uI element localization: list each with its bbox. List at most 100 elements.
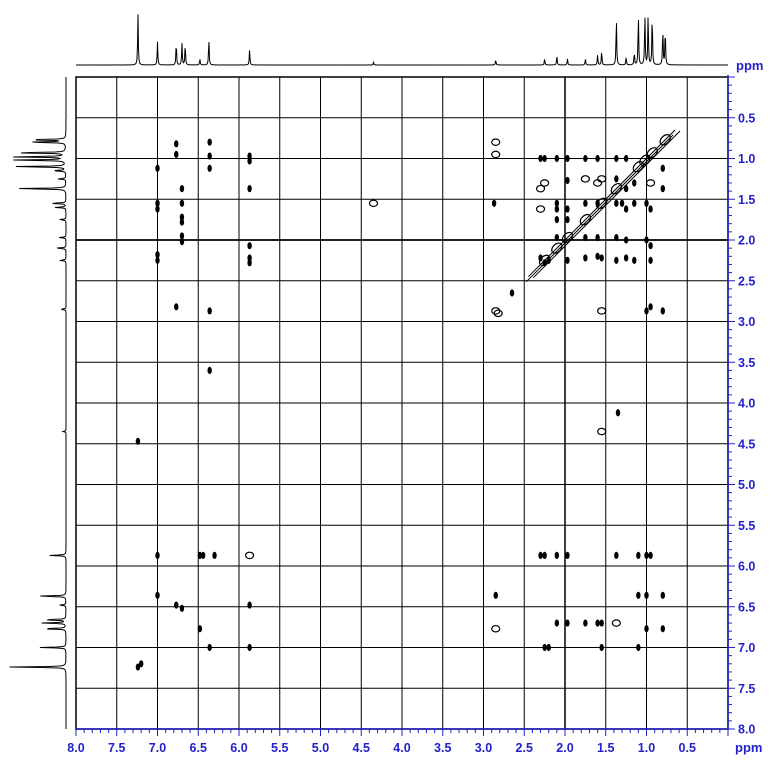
cross-peak bbox=[155, 551, 160, 560]
x-tick-label: 3.5 bbox=[434, 741, 451, 755]
cross-peak bbox=[179, 604, 185, 612]
cross-peak bbox=[597, 307, 607, 315]
cross-peak bbox=[509, 289, 515, 297]
cross-peak bbox=[155, 199, 160, 207]
cross-peak bbox=[174, 150, 179, 159]
cross-peak bbox=[179, 199, 185, 207]
cross-peak bbox=[207, 164, 212, 172]
top-projection-trace bbox=[76, 14, 729, 66]
y-tick-label: 0.5 bbox=[738, 111, 755, 125]
diagonal-peak bbox=[551, 242, 563, 254]
y-tick-label: 7.0 bbox=[738, 641, 755, 655]
x-tick-label: 2.0 bbox=[556, 741, 573, 755]
cross-peak bbox=[247, 185, 252, 193]
cross-peak bbox=[597, 427, 607, 436]
cross-peak bbox=[597, 175, 607, 183]
cross-peak bbox=[554, 233, 560, 242]
cross-peak bbox=[491, 150, 501, 159]
cross-peak bbox=[580, 175, 590, 183]
cross-peak bbox=[247, 643, 252, 652]
cross-peak bbox=[644, 591, 649, 599]
cross-peak bbox=[155, 591, 160, 599]
x-tick-label: 6.0 bbox=[230, 741, 247, 755]
cross-peak bbox=[583, 254, 588, 262]
cross-peak bbox=[623, 185, 629, 193]
cross-peak bbox=[174, 140, 179, 148]
cross-peak bbox=[535, 205, 546, 213]
cross-peak bbox=[155, 256, 160, 264]
cross-peak bbox=[595, 154, 600, 163]
left-projection-trace bbox=[9, 77, 67, 729]
x-tick-label: 6.5 bbox=[190, 741, 207, 755]
cross-peak bbox=[247, 242, 252, 250]
cross-peak bbox=[491, 624, 501, 633]
cross-peak bbox=[135, 437, 141, 445]
plot-axes: 0.5 1.0 1.5 2.0 2.5 3.0 3.5 4.0 4.5 5.0 5.5 6.0 6.5 7… bbox=[67, 75, 755, 755]
cross-peak bbox=[207, 152, 212, 160]
x-tick-label: 0.5 bbox=[679, 741, 696, 755]
cross-peak bbox=[368, 199, 379, 208]
cross-peak bbox=[599, 619, 604, 627]
cross-peak bbox=[595, 233, 600, 242]
cross-peak bbox=[614, 551, 619, 560]
cross-peak bbox=[546, 256, 551, 264]
diagonal-peak bbox=[646, 147, 658, 159]
cross-peak bbox=[623, 154, 629, 163]
cross-peak bbox=[645, 179, 656, 187]
y-tick-label: 2.5 bbox=[738, 274, 755, 288]
cross-peak bbox=[599, 643, 604, 652]
cross-peak bbox=[583, 619, 588, 627]
cross-peak bbox=[207, 307, 212, 315]
cross-peak bbox=[592, 179, 603, 187]
cross-peak bbox=[623, 205, 629, 213]
cross-peak bbox=[648, 242, 653, 250]
cross-peak bbox=[197, 625, 203, 633]
cross-peak bbox=[644, 551, 649, 560]
cross-peak bbox=[546, 643, 551, 652]
cross-peak bbox=[614, 154, 619, 163]
cross-peak bbox=[565, 551, 570, 560]
cross-peak bbox=[542, 551, 547, 560]
x-tick-label: 7.5 bbox=[108, 741, 125, 755]
cross-peak bbox=[247, 601, 252, 609]
cross-peak bbox=[554, 216, 560, 224]
cross-peak bbox=[247, 157, 252, 165]
cross-peak bbox=[135, 663, 141, 671]
cross-peak bbox=[632, 179, 637, 187]
cross-peak bbox=[660, 307, 665, 315]
cross-peak bbox=[583, 199, 588, 207]
cross-peak bbox=[207, 643, 212, 652]
cross-peak bbox=[540, 179, 550, 187]
cross-peak bbox=[623, 254, 629, 262]
cross-peak bbox=[554, 205, 560, 213]
cross-peak bbox=[583, 154, 588, 163]
diagonal-peak bbox=[579, 213, 592, 226]
cross-peak bbox=[636, 551, 641, 560]
y-tick-label: 3.0 bbox=[738, 315, 755, 329]
cross-peak bbox=[565, 176, 570, 185]
cross-peak bbox=[614, 199, 619, 207]
y-tick-label: 5.5 bbox=[738, 519, 755, 533]
cross-peak bbox=[644, 236, 649, 244]
cross-peak bbox=[595, 199, 600, 207]
cross-peak bbox=[636, 643, 641, 652]
cross-peak bbox=[179, 185, 185, 193]
cross-peak bbox=[660, 591, 665, 599]
cross-peak bbox=[619, 199, 625, 207]
cross-peak bbox=[636, 591, 641, 599]
x-axis-unit-label: ppm bbox=[735, 740, 762, 755]
cross-peak bbox=[212, 551, 217, 560]
cross-peak bbox=[644, 307, 649, 315]
cross-peak bbox=[599, 254, 604, 262]
y-tick-label: 7.5 bbox=[738, 682, 755, 696]
y-tick-label: 4.0 bbox=[738, 397, 755, 411]
cross-peak bbox=[595, 619, 600, 627]
cross-peak bbox=[565, 216, 570, 224]
cross-peak bbox=[554, 551, 560, 560]
cross-peak bbox=[538, 154, 543, 163]
cross-peak bbox=[660, 625, 665, 633]
cross-peak bbox=[565, 619, 570, 627]
cross-peak bbox=[648, 205, 653, 213]
cross-peak bbox=[565, 256, 570, 264]
diagonal-peak bbox=[639, 154, 651, 166]
